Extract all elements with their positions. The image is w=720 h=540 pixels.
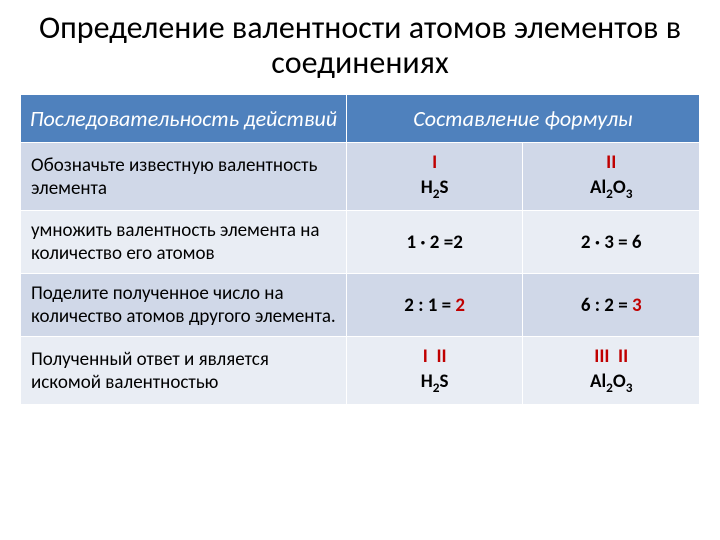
action-cell: Полученный ответ и является искомой вале… <box>21 337 347 405</box>
formula-cell: I H2S <box>346 143 523 211</box>
header-action: Последовательность действий <box>21 95 347 143</box>
action-cell: Поделите полученное число на количество … <box>21 274 347 337</box>
table-row: Полученный ответ и является искомой вале… <box>21 337 700 405</box>
action-cell: Обозначьте известную валентность элемент… <box>21 143 347 211</box>
table-row: умножить валентность элемента на количес… <box>21 211 700 274</box>
roman-numeral: II <box>606 151 616 174</box>
result-red: 2 <box>455 294 465 317</box>
calc-text: 6 : 2 = <box>581 294 632 317</box>
compound-al2o3: Al2O3 <box>527 176 695 202</box>
formula-cell: 6 : 2 = 3 <box>523 274 700 337</box>
formula-cell: 1 · 2 =2 <box>346 211 523 274</box>
formula-cell: I II H2S <box>346 337 523 405</box>
calc-text: 2 : 1 = <box>404 294 455 317</box>
compound-h2s: H2S <box>351 370 519 396</box>
table-row: Обозначьте известную валентность элемент… <box>21 143 700 211</box>
formula-cell: II Al2O3 <box>523 143 700 211</box>
action-cell: умножить валентность элемента на количес… <box>21 211 347 274</box>
roman-numeral: III <box>594 345 609 368</box>
roman-numeral: II <box>436 345 446 368</box>
formula-cell: 2 · 3 = 6 <box>523 211 700 274</box>
header-formula: Составление формулы <box>346 95 699 143</box>
compound-al2o3: Al2O3 <box>527 370 695 396</box>
table-header-row: Последовательность действий Составление … <box>21 95 700 143</box>
table-row: Поделите полученное число на количество … <box>21 274 700 337</box>
slide-title: Определение валентности атомов элементов… <box>20 10 700 80</box>
roman-numeral: I <box>423 345 428 368</box>
valency-table: Последовательность действий Составление … <box>20 94 700 405</box>
formula-cell: 2 : 1 = 2 <box>346 274 523 337</box>
roman-numeral: II <box>618 345 628 368</box>
formula-cell: III II Al2O3 <box>523 337 700 405</box>
slide-container: Определение валентности атомов элементов… <box>0 0 720 540</box>
roman-numeral: I <box>432 151 437 174</box>
result-red: 3 <box>632 294 642 317</box>
compound-h2s: H2S <box>351 176 519 202</box>
